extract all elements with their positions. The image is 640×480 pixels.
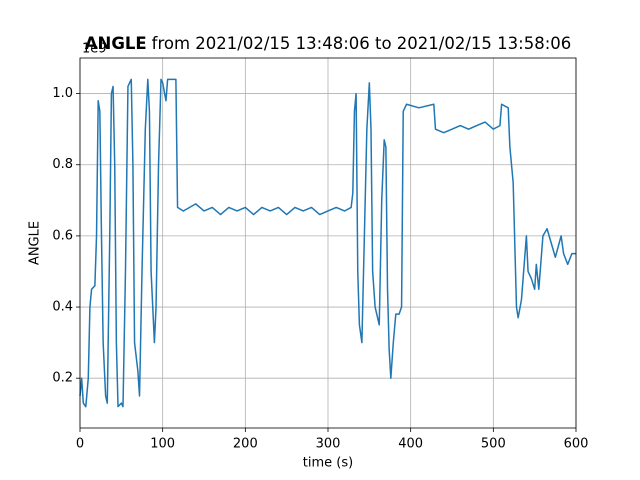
y-axis-label: ANGLE [28, 221, 43, 265]
x-tick-label: 300 [316, 437, 341, 452]
x-tick-label: 600 [564, 437, 589, 452]
x-tick-label: 400 [398, 437, 423, 452]
x-axis-label: time (s) [303, 456, 353, 471]
x-tick-label: 100 [150, 437, 175, 452]
y-tick-label: 1.0 [52, 86, 73, 101]
chart-title: ANGLE from 2021/02/15 13:48:06 to 2021/02… [85, 34, 572, 53]
title-bold: ANGLE [85, 34, 147, 53]
data-line [79, 78, 576, 408]
y-tick-label: 0.2 [52, 371, 73, 386]
y-tick-label: 0.6 [52, 228, 73, 243]
y-tick-label: 0.8 [52, 157, 73, 172]
y-tick-label: 0.4 [52, 300, 73, 315]
x-tick-label: 200 [233, 437, 258, 452]
title-rest: from 2021/02/15 13:48:06 to 2021/02/15 1… [152, 34, 572, 53]
offset-label: 1e9 [82, 42, 107, 57]
plot-frame [79, 57, 577, 429]
x-tick-label: 500 [481, 437, 506, 452]
x-tick-label: 0 [76, 437, 84, 452]
